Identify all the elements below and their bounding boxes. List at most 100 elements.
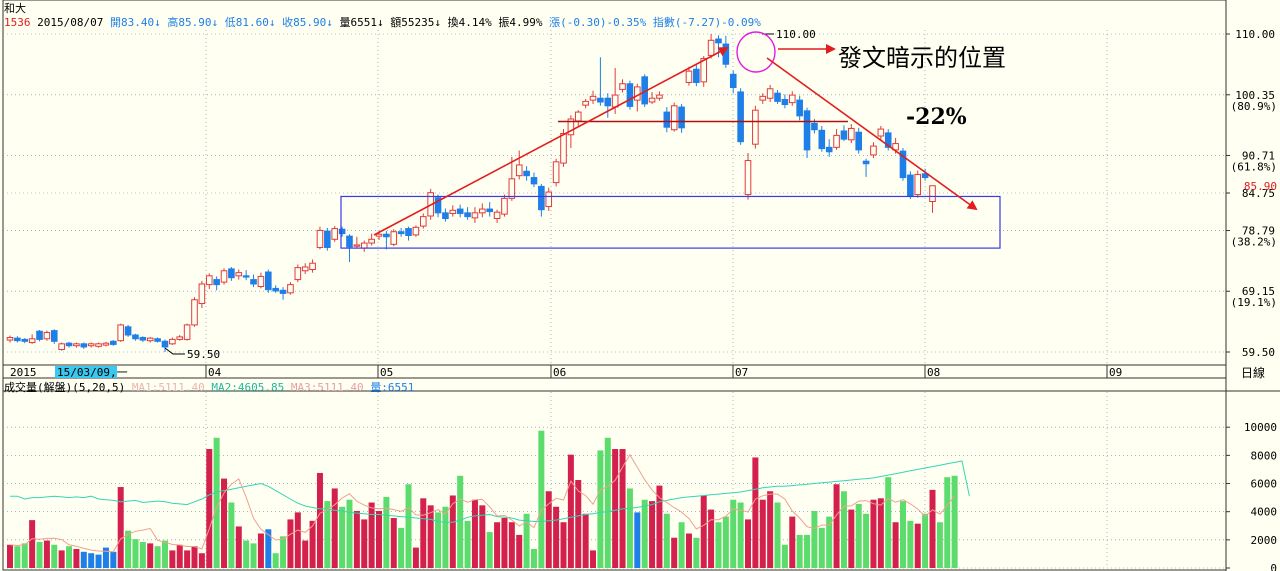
candle-body — [722, 43, 730, 65]
candle-body — [146, 337, 154, 342]
volume-bar — [29, 520, 36, 568]
date-axis-bar — [2, 364, 1227, 379]
candle-body — [493, 211, 501, 220]
volume-bar — [833, 484, 840, 568]
candle-body — [6, 337, 14, 341]
volume-bar — [250, 543, 257, 568]
candle — [50, 329, 58, 344]
volume-bar — [626, 488, 633, 568]
month-label: 09 — [1109, 366, 1122, 379]
candle — [515, 150, 523, 180]
candle — [737, 88, 744, 145]
candle — [132, 333, 139, 341]
candle-body — [464, 212, 471, 218]
candle — [545, 187, 553, 211]
candle — [442, 208, 449, 222]
candle — [619, 79, 626, 93]
candle-body — [803, 110, 811, 151]
year-label: 2015 — [10, 366, 37, 379]
candle — [670, 102, 678, 132]
candle-body — [220, 270, 228, 283]
candle-body — [213, 279, 220, 286]
volume-bar — [486, 532, 493, 568]
volume-bar — [457, 475, 464, 568]
candle — [6, 335, 14, 343]
candle-body — [604, 97, 612, 107]
candle-body — [265, 271, 272, 291]
volume-bar — [870, 499, 877, 568]
volume-bar — [191, 546, 198, 568]
candle — [825, 139, 833, 157]
volume-bar — [590, 550, 597, 568]
volume-tick-label: 2000 — [1251, 534, 1278, 547]
candle-body — [560, 132, 567, 164]
volume-bar — [818, 527, 825, 568]
amplitude-value: 振4.99% — [498, 16, 543, 29]
volume-bar — [855, 503, 862, 568]
candle-body — [766, 88, 774, 99]
volume-bar — [929, 489, 936, 568]
candle — [80, 342, 88, 349]
volume-bar — [538, 430, 545, 568]
volume-bar — [316, 472, 323, 568]
volume-bar — [198, 553, 205, 568]
volume-bar — [745, 519, 751, 568]
candle-body — [884, 132, 892, 148]
candle — [124, 324, 132, 337]
candle-body — [825, 146, 833, 153]
volume-bar — [331, 488, 338, 568]
candle-body — [693, 68, 700, 83]
candle — [265, 269, 272, 293]
month-label: 05 — [380, 366, 393, 379]
candle-body — [205, 275, 213, 286]
candle-body — [501, 197, 508, 215]
candle — [21, 338, 29, 344]
candle-body — [619, 83, 626, 90]
volume-bar — [641, 499, 648, 568]
volume-bar — [508, 522, 515, 568]
candle-body — [21, 338, 29, 342]
cursor-date-highlight — [55, 366, 117, 378]
volume-bar — [523, 513, 530, 568]
volume-bar — [147, 543, 154, 568]
volume-bar — [435, 512, 442, 568]
candle — [139, 336, 147, 342]
candle — [818, 125, 826, 152]
candle — [213, 276, 220, 291]
volume-bar — [781, 544, 788, 568]
price-tick-sublabel: (61.8%) — [1231, 160, 1277, 173]
volume-bar — [649, 501, 656, 568]
candle-body — [530, 177, 538, 185]
candle-body — [65, 342, 73, 347]
candle-body — [191, 299, 198, 326]
candle — [722, 35, 730, 69]
candle — [508, 156, 516, 201]
candle-body — [759, 95, 767, 101]
volume-bar — [36, 541, 43, 568]
volume-bar — [840, 491, 847, 568]
candle-body — [28, 338, 36, 344]
volume-bar — [449, 495, 456, 568]
volume-bar — [575, 480, 582, 568]
volume-bar — [139, 541, 146, 568]
candle-body — [353, 244, 361, 247]
volume-bar — [243, 540, 250, 568]
volume-ma1-line — [9, 453, 955, 553]
volume-bar — [7, 544, 13, 568]
month-label: 04 — [208, 366, 222, 379]
candle — [914, 170, 922, 198]
candle — [279, 287, 287, 300]
candle — [707, 34, 715, 59]
volume-bar — [221, 478, 228, 568]
candle-body — [301, 266, 309, 272]
candle-body — [737, 91, 744, 143]
volume-bar — [671, 537, 678, 568]
candle — [43, 330, 51, 341]
candle — [110, 340, 117, 346]
candle-body — [272, 287, 279, 292]
candle-body — [774, 92, 781, 102]
volume-bar — [184, 550, 191, 568]
volume-bar — [892, 522, 899, 568]
candle — [287, 282, 294, 295]
candle — [634, 83, 641, 112]
